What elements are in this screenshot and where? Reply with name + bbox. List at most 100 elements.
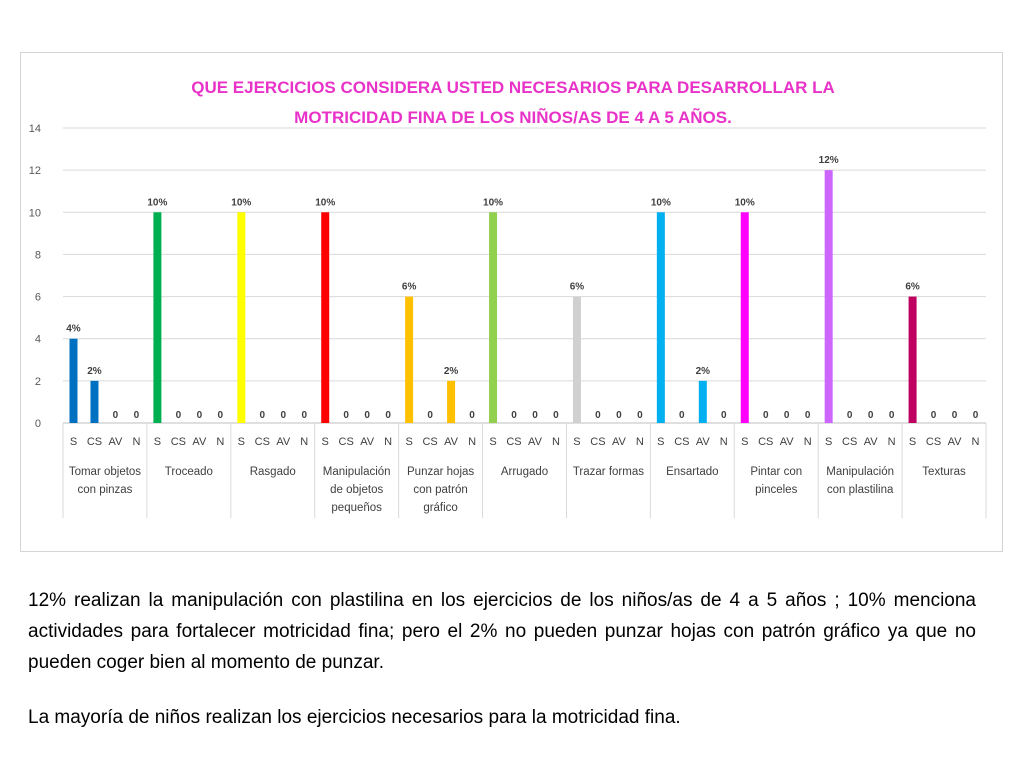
data-label: 0 [343,410,349,421]
category-label: con plastilina [827,484,894,496]
category-label: Rasgado [250,466,296,478]
bar-chart: QUE EJERCICIOS CONSIDERA USTED NECESARIO… [29,78,987,518]
x-subcategory-label: N [552,436,560,448]
bar [824,170,833,423]
x-subcategory-label: N [636,436,644,448]
x-subcategory-label: S [741,436,748,448]
x-subcategory-label: CS [926,436,941,448]
category-label: de objetos [330,484,383,496]
data-label: 0 [553,410,559,421]
category-label: con pinzas [77,484,132,496]
data-label: 0 [952,410,958,421]
x-subcategory-label: CS [758,436,773,448]
data-label: 0 [364,410,370,421]
notes-paragraph-1: 12% realizan la manipulación con plastil… [28,590,976,673]
data-label: 0 [784,410,790,421]
x-subcategory-label: N [720,436,728,448]
data-label: 0 [931,410,937,421]
x-subcategory-label: AV [444,436,459,448]
category-label: Troceado [165,466,213,478]
data-label: 0 [847,410,853,421]
x-subcategory-label: CS [171,436,186,448]
x-subcategory-label: S [657,436,664,448]
chart-title-line-1: QUE EJERCICIOS CONSIDERA USTED NECESARIO… [191,78,835,97]
data-label: 0 [721,410,727,421]
data-label: 0 [805,410,811,421]
category-label: pequeños [331,502,382,514]
data-label: 2% [696,366,711,377]
gridlines [63,127,986,424]
data-label: 2% [87,366,102,377]
y-tick-label: 12 [29,165,41,177]
bar [153,212,162,423]
data-label: 0 [427,410,433,421]
category-label: Arrugado [501,466,548,478]
category-label: Pintar con [750,466,802,478]
bar [321,212,330,423]
bars: 4% 2% 0 0 10% 0 0 0 10% 0 0 0 10% 0 0 0 6% 0 2% 0 10% 0 0 0 6% 0 0… [66,155,979,423]
chart-title-line-2: MOTRICIDAD FINA DE LOS NIÑOS/AS DE 4 A 5… [294,107,732,127]
x-subcategory-label: N [888,436,896,448]
data-label: 4% [66,324,81,335]
bar [447,380,456,423]
x-subcategory-label: S [322,436,329,448]
data-label: 10% [147,197,167,208]
x-subcategory-label: CS [255,436,270,448]
x-subcategory-label: S [909,436,916,448]
bar [698,380,707,423]
x-subcategory-label: S [825,436,832,448]
x-subcategory-label: AV [276,436,291,448]
category-label: Tomar objetos [69,466,141,478]
data-label: 0 [532,410,538,421]
bar [90,380,99,423]
x-subcategory-label: S [573,436,580,448]
data-label: 0 [868,410,874,421]
data-label: 0 [637,410,643,421]
data-label: 2% [444,366,459,377]
notes-paragraph-2: La mayoría de niños realizan los ejercic… [28,707,681,728]
data-label: 0 [469,410,475,421]
data-label: 10% [735,197,755,208]
data-label: 10% [483,197,503,208]
x-subcategory-label: AV [612,436,627,448]
bar [740,212,749,423]
bar [908,296,917,423]
x-subcategory-label: AV [864,436,879,448]
bar [572,296,581,423]
data-label: 10% [651,197,671,208]
x-subcategory-label: S [238,436,245,448]
bar [237,212,246,423]
bar [405,296,414,423]
data-label: 6% [570,282,585,293]
x-subcategory-label: N [804,436,812,448]
x-subcategory-label: CS [674,436,689,448]
y-tick-label: 14 [29,123,41,135]
y-tick-label: 10 [29,207,41,219]
category-label: Ensartado [666,466,718,478]
category-label: Punzar hojas [407,466,474,478]
x-subcategory-label: CS [590,436,605,448]
category-label: Texturas [922,466,966,478]
x-subcategory-label: CS [87,436,102,448]
data-label: 0 [134,410,140,421]
x-subcategory-label: AV [948,436,963,448]
y-tick-label: 6 [35,292,41,304]
x-subcategory-label: CS [842,436,857,448]
data-label: 0 [197,410,203,421]
category-label: pinceles [755,484,797,496]
x-subcategory-label: AV [360,436,375,448]
data-label: 0 [511,410,517,421]
data-label: 0 [113,410,119,421]
data-label: 0 [218,410,224,421]
data-label: 0 [176,410,182,421]
x-subcategory-label: S [405,436,412,448]
x-subcategory-label: N [132,436,140,448]
x-subcategory-label: AV [192,436,207,448]
data-label: 0 [280,410,286,421]
data-label: 0 [679,410,685,421]
category-label: Manipulación [323,466,391,478]
x-subcategory-label: S [70,436,77,448]
y-tick-label: 0 [35,418,41,430]
y-tick-label: 2 [35,376,41,388]
x-subcategory-label: S [154,436,161,448]
